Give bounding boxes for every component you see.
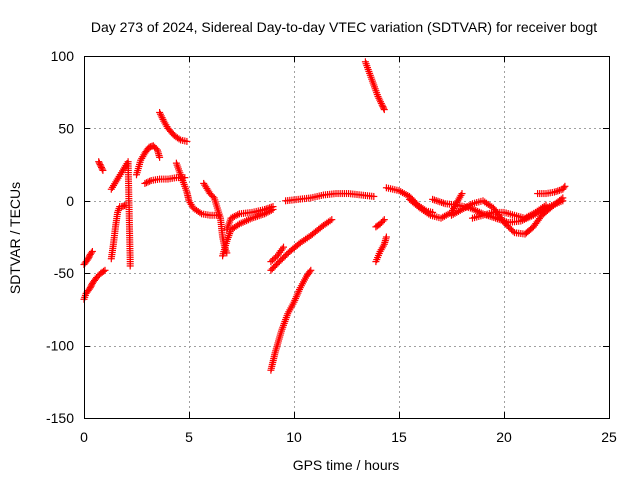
series-arc-c [95,158,107,174]
axis-ticks [84,56,610,419]
series-arc-s [372,216,388,231]
series-arc-h [156,108,191,145]
series-arc-r [372,233,390,266]
data-point [458,190,466,198]
data-point [98,165,106,173]
y-tick-label: 0 [66,193,74,209]
data-point [87,249,95,257]
x-axis-label: GPS time / hours [293,457,400,473]
y-tick-label: 50 [58,120,74,136]
data-point [142,179,150,187]
data-point [557,195,565,203]
series-arc-d [107,201,130,263]
x-tick-label: 10 [286,429,302,445]
chart-title: Day 273 of 2024, Sidereal Day-to-day VTE… [91,19,597,35]
y-tick-labels: -150 -100 -50 0 50 100 [46,48,74,426]
x-tick-label: 0 [80,429,88,445]
data-point [146,177,154,185]
series-arc-n [267,216,336,274]
data-point [126,262,134,270]
data-point [380,106,388,114]
data-point [559,194,567,202]
data-point [88,247,96,255]
data-points [80,58,569,374]
data-point [141,179,149,187]
data-point [380,216,388,224]
y-tick-label: 100 [51,48,75,64]
data-point [267,206,275,214]
data-point [306,268,314,276]
data-point [175,135,183,143]
series-arc-a [80,247,96,269]
data-point [379,217,387,225]
series-arc-k [223,203,277,234]
data-point [561,182,569,190]
series-arc-f [133,142,164,179]
data-point [326,217,334,225]
data-point [101,266,109,274]
data-point [99,166,107,174]
data-point [196,209,204,217]
data-point [382,233,390,241]
data-point [509,227,517,235]
data-point [307,266,315,274]
x-tick-label: 25 [601,429,617,445]
data-point [380,104,388,112]
series-arc-y [534,182,569,198]
y-tick-label: -50 [54,265,74,281]
series-arc-q [361,58,388,114]
y-tick-label: -100 [46,338,74,354]
x-tick-label: 5 [185,429,193,445]
grid-lines [84,56,609,418]
series-arc-w [448,194,567,238]
series-arc-x [469,201,550,222]
data-point [542,201,550,209]
data-point [234,211,242,219]
x-tick-label: 15 [391,429,407,445]
x-tick-labels: 0 5 10 15 20 25 [80,429,617,445]
series-arc-i [172,159,222,219]
series-arc-u [406,190,466,222]
series-arc-e [107,158,134,270]
data-point [156,153,164,161]
data-point [183,137,191,145]
series-arc-o [267,243,287,266]
y-tick-label: -150 [46,410,74,426]
series-arc-p [282,190,378,205]
plot-frame [84,56,610,419]
data-point [269,205,277,213]
data-point [100,267,108,275]
series-arc-m [267,266,315,374]
data-point [328,216,336,224]
data-point [280,243,287,251]
y-axis-label: SDTVAR / TECUs [7,182,23,294]
x-tick-label: 20 [496,429,512,445]
data-point [560,184,568,192]
data-point [370,192,378,200]
data-point [144,178,152,186]
series-arc-l [219,205,277,260]
